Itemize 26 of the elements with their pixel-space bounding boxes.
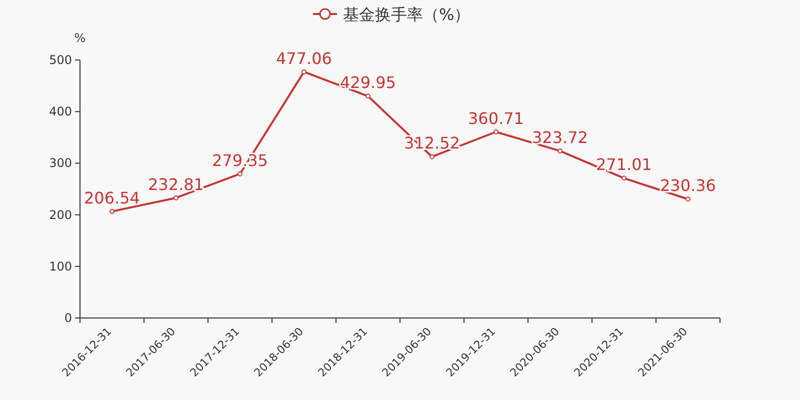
y-tick-label: 100 (49, 259, 72, 274)
y-tick-label: 500 (49, 53, 72, 67)
point (430, 154, 434, 160)
data-label: 230.36 (660, 176, 716, 196)
y-tick-label: 0 (64, 311, 72, 325)
point (302, 69, 306, 74)
legend-label: 基金换手率（%） (343, 5, 470, 24)
point (366, 94, 370, 99)
y-tick-label: 400 (49, 104, 72, 119)
data-label: 271.01 (596, 155, 652, 174)
point (686, 196, 690, 202)
point (622, 176, 626, 181)
point (558, 148, 562, 154)
y-axis-title: % (74, 31, 86, 45)
data-label: 429.95 (340, 73, 396, 92)
data-label: 323.72 (532, 128, 588, 147)
point (494, 129, 498, 134)
y-tick-label: 200 (49, 208, 72, 222)
data-label: 360.71 (468, 108, 524, 128)
data-label: 477.06 (276, 48, 332, 68)
data-label: 206.54 (84, 188, 140, 208)
data-label: 232.81 (148, 174, 204, 194)
point (238, 171, 242, 176)
y-tick-label: 300 (49, 156, 72, 170)
point (174, 195, 178, 200)
point (110, 208, 114, 214)
